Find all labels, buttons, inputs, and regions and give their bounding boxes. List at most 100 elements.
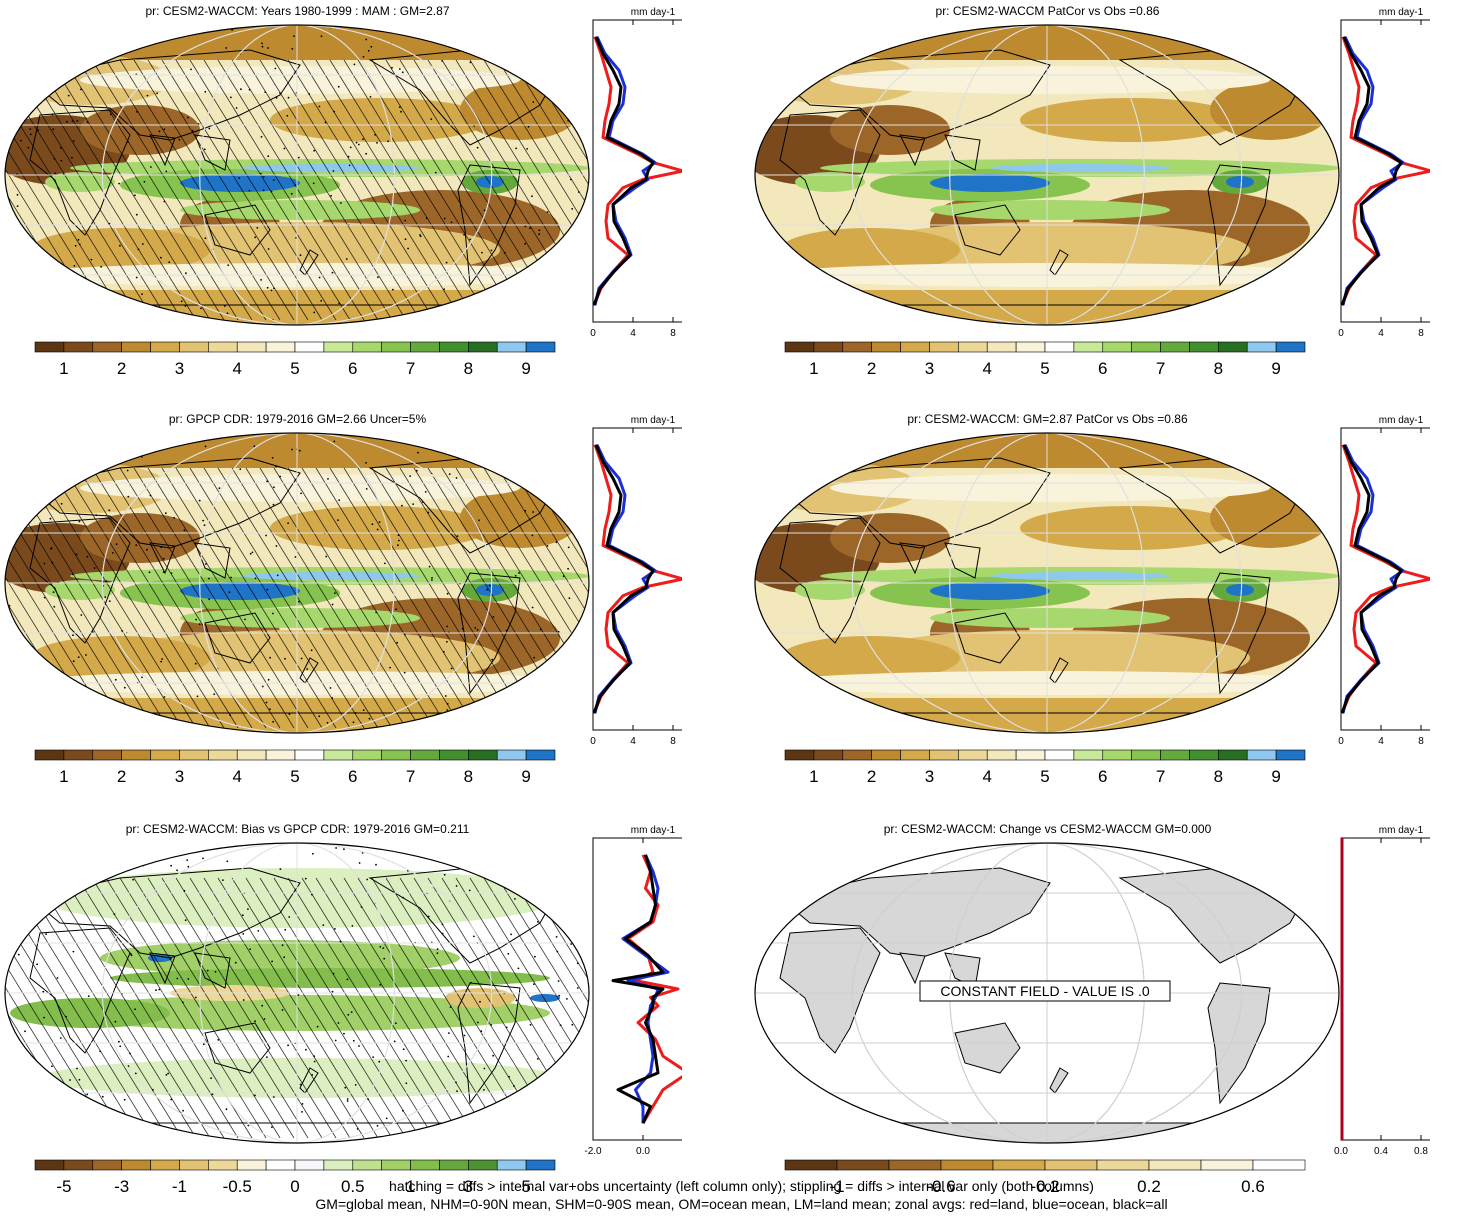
zonal-series-all: [1340, 36, 1403, 306]
map-border: [754, 24, 1340, 326]
colorbar-swatch: [784, 1159, 838, 1171]
amazon-core: [1226, 584, 1254, 596]
colorbar-swatch: [1131, 341, 1161, 353]
arabia-dry: [830, 513, 950, 563]
continent-india: [899, 952, 926, 985]
continent-greenland: [1279, 39, 1331, 76]
zonal-x-tick-label: 8: [670, 736, 676, 747]
zonal-series-all: [611, 854, 665, 1124]
zonal-mean-plot: mm day-104860N30N030S60S: [1338, 7, 1430, 339]
colorbar-swatch: [179, 1159, 209, 1171]
colorbar-tick-label: 4: [982, 359, 991, 378]
continent-south-america: [457, 982, 521, 1105]
continent-africa: [29, 109, 131, 236]
zonal-series-land: [1340, 444, 1430, 714]
colorbar-swatch: [381, 1159, 411, 1171]
colorbar-tick-label: 3: [925, 359, 934, 378]
colorbar-swatch: [294, 341, 325, 353]
zonal-series-land: [626, 854, 682, 1124]
colorbar-swatch: [1218, 341, 1248, 353]
global-bias-map: [4, 842, 590, 1144]
graticule: [5, 433, 589, 733]
constant-field-label: CONSTANT FIELD - VALUE IS .0: [940, 983, 1149, 999]
zonal-x-tick-label: 0: [590, 736, 596, 747]
colorbar-tick-label: -3: [114, 1177, 129, 1196]
colorbar: 012345678910: [784, 341, 1325, 378]
continent-greenland: [1279, 447, 1331, 484]
continent-australia: [954, 612, 1021, 664]
colorbar-swatch: [323, 749, 354, 761]
zonal-frame: [1340, 427, 1430, 731]
colorbar-swatch: [150, 1159, 180, 1171]
continent-eurasia: [28, 49, 301, 141]
n-america: [460, 488, 580, 548]
colorbar-tick-label: 10: [1324, 767, 1325, 786]
colorbar-tick-label: 10: [574, 767, 575, 786]
continent-africa: [779, 109, 881, 236]
colorbar-swatch: [92, 341, 122, 353]
colorbar-swatch: [1102, 341, 1132, 353]
colorbar-tick-label: 8: [464, 359, 473, 378]
continent-africa: [29, 517, 131, 644]
zonal-x-tick-label: 4: [630, 328, 636, 339]
continent-se-asia: [194, 952, 231, 989]
n-america: [1210, 488, 1330, 548]
zonal-frame: [1340, 837, 1430, 1141]
zonal-mean-plot: mm day-104860N30N030S60S: [590, 415, 682, 747]
colorbar-swatch: [63, 749, 94, 761]
s-ocean-bias: [40, 1058, 560, 1098]
continent-africa: [779, 517, 881, 644]
continent-south-america: [1207, 164, 1271, 287]
zonal-mean-plot: mm day-10.00.40.860N30N030S60S: [1334, 825, 1430, 1157]
colorbar-tick-label: 8: [1214, 359, 1223, 378]
continent-greenland: [529, 857, 581, 894]
continent-south-america: [457, 164, 521, 287]
colorbar-swatch: [150, 341, 180, 353]
zonal-x-tick-label: 4: [1378, 328, 1384, 339]
colorbar-swatch: [294, 1159, 325, 1171]
zonal-mean-plot: mm day-104860N30N030S60S: [1338, 415, 1430, 747]
colorbar-swatch: [323, 1159, 354, 1171]
colorbar-tick-label: 3: [175, 359, 184, 378]
colorbar-swatch: [496, 749, 527, 761]
indian-subtrop: [780, 228, 960, 272]
amazon-core: [476, 584, 504, 596]
colorbar-swatch: [842, 341, 872, 353]
colorbar-swatch: [1044, 341, 1075, 353]
colorbar-swatch: [871, 341, 901, 353]
graticule: [5, 843, 589, 1143]
colorbar-tick-label: 6: [348, 767, 357, 786]
n-storm-track: [830, 474, 1270, 502]
zonal-frame: [592, 19, 682, 323]
colorbar-tick-label: -1: [829, 1177, 844, 1196]
zonal-x-tick-label: 0.4: [1374, 1146, 1388, 1157]
constant-field-box: CONSTANT FIELD - VALUE IS .0: [919, 980, 1171, 1002]
colorbar-tick-label: 2: [117, 359, 126, 378]
global-change-map: CONSTANT FIELD - VALUE IS .0: [754, 842, 1340, 1144]
zonal-x-tick-label: 8: [1418, 736, 1424, 747]
colorbar-swatch: [381, 341, 411, 353]
colorbar-tick-label: 9: [1271, 359, 1280, 378]
itcz-core: [990, 572, 1170, 580]
colorbar-swatch: [813, 341, 844, 353]
global-precip-map: [4, 24, 590, 326]
colorbar-swatch: [836, 1159, 890, 1171]
panel-title: pr: CESM2-WACCM: Change vs CESM2-WACCM G…: [883, 822, 1212, 836]
map-field: [5, 843, 589, 1143]
colorbar-swatch: [1189, 341, 1219, 353]
constant-field-frame: [919, 980, 1171, 1002]
colorbar-tick-label: -0.6: [926, 1177, 955, 1196]
arabia-dry: [830, 105, 950, 155]
colorbar-swatch: [1044, 1159, 1098, 1171]
meridian-line: [199, 25, 395, 325]
map-border: [4, 24, 590, 326]
colorbar-swatch: [34, 749, 65, 761]
panel-title: pr: CESM2-WACCM PatCor vs Obs =0.86: [935, 4, 1160, 18]
n-storm-track: [830, 66, 1270, 94]
colorbar-tick-label: 5: [290, 359, 299, 378]
colorbar-swatch: [236, 341, 267, 353]
continent-greenland: [1279, 857, 1331, 894]
continent-se-asia: [944, 134, 981, 171]
global-precip-map: [754, 432, 1340, 734]
continent-antarctica: [808, 1122, 1292, 1143]
